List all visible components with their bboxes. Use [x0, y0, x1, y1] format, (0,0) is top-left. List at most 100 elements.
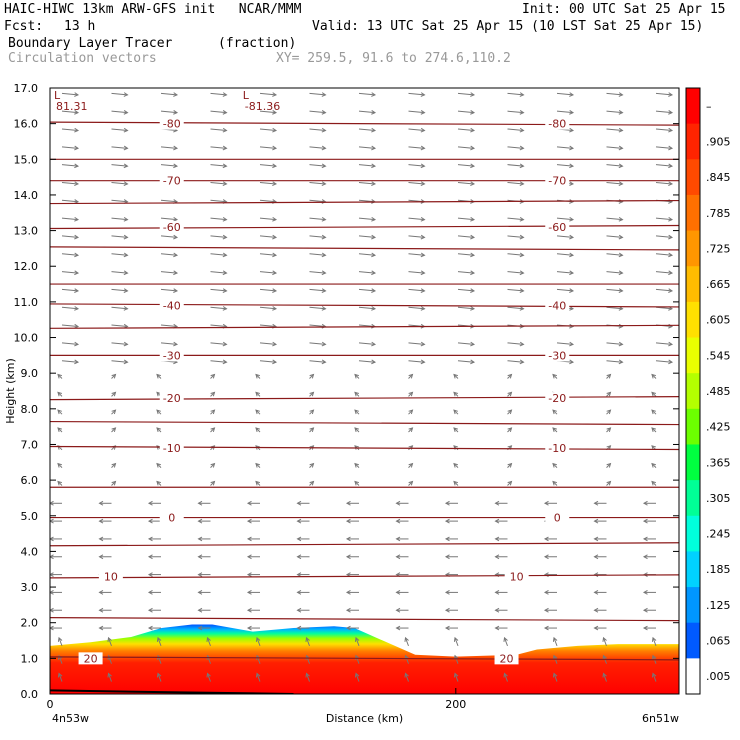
low-marker: L: [54, 89, 61, 102]
contour-label-bg: [494, 652, 519, 665]
contour-label-bg: [545, 299, 570, 312]
contour-label-bg: [545, 174, 570, 187]
contour-label-bg: [545, 511, 570, 524]
y-tick-label: 11.0: [14, 296, 39, 309]
contour-line: [50, 574, 679, 579]
contour-line: [50, 121, 679, 126]
y-tick-label: 3.0: [21, 581, 39, 594]
y-tick-label: 12.0: [14, 260, 39, 273]
contour-label-bg: [159, 221, 184, 234]
y-tick-label: 10.0: [14, 332, 39, 345]
contour-label: -40: [548, 299, 566, 312]
y-tick-label: 6.0: [21, 474, 39, 487]
contour-label: -70: [548, 175, 566, 188]
colorbar-label: .425: [706, 421, 731, 434]
terrain-line: [50, 689, 294, 694]
contour-line: [50, 324, 679, 329]
forecast-hours: 13 h: [64, 19, 96, 34]
temperature-contours: -80 -80 -70 -70 -60 -60 -40 -40 -30 -30 -20 -20 -10 -…: [50, 89, 679, 665]
contour-line: [50, 542, 679, 547]
colorbar-swatch: [686, 622, 700, 659]
contour-line: [50, 420, 679, 426]
contour-label-bg: [98, 570, 123, 583]
contour-label-bg: [504, 570, 529, 583]
contour-line: [50, 617, 679, 622]
contour-line: [50, 396, 679, 401]
contour-line: [50, 656, 679, 661]
y-axis-label: Height (km): [4, 358, 17, 424]
contour-label: -10: [548, 442, 566, 455]
colorbar-swatch: [686, 480, 700, 517]
colorbar-swatch: [686, 444, 700, 481]
colorbar-label: .365: [706, 456, 731, 469]
colorbar-swatch: [686, 88, 700, 125]
contour-label: -60: [163, 221, 181, 234]
low-marker: L: [243, 89, 250, 102]
contour-label: 10: [104, 570, 118, 583]
y-tick-label: 13.0: [14, 225, 39, 238]
colorbar-label: –: [706, 100, 712, 113]
contour-line: [50, 303, 679, 308]
colorbar-label: .725: [706, 242, 731, 255]
contour-label: -80: [548, 118, 566, 131]
colorbar-label: .845: [706, 171, 731, 184]
contour-label: -20: [548, 392, 566, 405]
colorbar-swatch: [686, 159, 700, 196]
colorbar-swatch: [686, 337, 700, 374]
forecast-label: Fcst:: [4, 19, 44, 34]
contour-label: 0: [554, 512, 561, 525]
plot-frame: [49, 87, 680, 695]
x-tick-label: 200: [445, 698, 466, 711]
contour-label-bg: [545, 349, 570, 362]
contour-label: -20: [163, 392, 181, 405]
model-title: HAIC-HIWC 13km ARW-GFS init NCAR/MMM: [4, 2, 302, 17]
contour-label: -60: [548, 221, 566, 234]
colorbar-label: .245: [706, 528, 731, 541]
y-tick-label: 16.0: [14, 118, 39, 131]
contour-label-bg: [78, 652, 103, 665]
colorbar-label: .605: [706, 314, 731, 327]
contour-label-bg: [545, 221, 570, 234]
circulation-vectors: [50, 92, 674, 682]
contour-label-bg: [545, 442, 570, 455]
y-tick-label: 15.0: [14, 153, 39, 166]
colorbar-label: .785: [706, 207, 731, 220]
cross-section-endpoints: XY= 259.5, 91.6 to 274.6,110.2: [276, 51, 511, 66]
field-units: (fraction): [218, 36, 297, 51]
contour-label-bg: [545, 117, 570, 130]
low-value: -81.36: [245, 100, 280, 113]
low-value: 81.31: [56, 100, 87, 113]
colorbar-label: .065: [706, 635, 731, 648]
y-tick-label: 0.0: [21, 688, 39, 701]
y-tick-label: 1.0: [21, 652, 39, 665]
contour-label-bg: [159, 511, 184, 524]
contour-label: -40: [163, 299, 181, 312]
init-time: Init: 00 UTC Sat 25 Apr 15: [522, 2, 726, 17]
colorbar-swatch: [686, 551, 700, 588]
colorbar-label: .665: [706, 278, 731, 291]
contour-label: -10: [163, 442, 181, 455]
contour-label-bg: [159, 392, 184, 405]
colorbar-swatch: [686, 658, 700, 695]
x-axis-label: Distance (km): [326, 712, 403, 725]
contour-label: -30: [548, 349, 566, 362]
colorbar-label: .905: [706, 135, 731, 148]
contour-line: [50, 445, 679, 451]
x-tick-label: 0: [47, 698, 54, 711]
colorbar-label: .545: [706, 349, 731, 362]
colorbar-label: .305: [706, 492, 731, 505]
colorbar: – .905 .845 .785 .725 .665 .605 .545 .485 .425 .36…: [685, 87, 731, 695]
colorbar-swatch: [686, 408, 700, 445]
contour-label-bg: [159, 442, 184, 455]
contour-label: 20: [84, 652, 98, 665]
contour-label: 20: [500, 652, 514, 665]
contour-label: -80: [163, 118, 181, 131]
contour-line: [50, 246, 679, 251]
y-tick-label: 8.0: [21, 403, 39, 416]
y-tick-label: 4.0: [21, 545, 39, 558]
colorbar-label: .125: [706, 599, 731, 612]
colorbar-swatch: [686, 515, 700, 552]
x-start-label: 4n53w: [52, 712, 89, 725]
vectors-label: Circulation vectors: [8, 51, 157, 66]
